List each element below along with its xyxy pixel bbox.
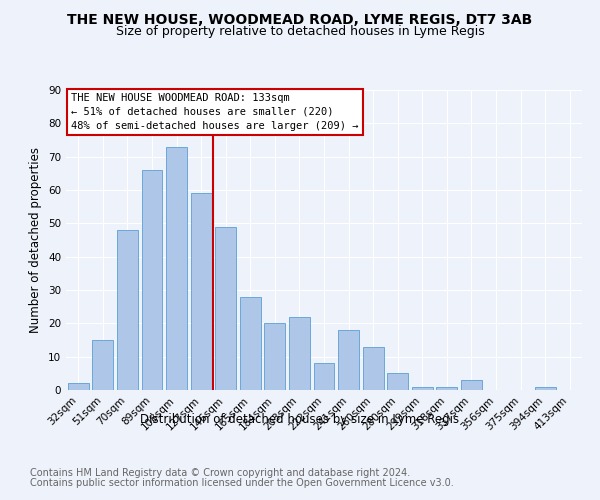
Bar xyxy=(436,386,457,390)
Bar xyxy=(215,226,236,390)
Bar xyxy=(166,146,187,390)
Y-axis label: Number of detached properties: Number of detached properties xyxy=(29,147,43,333)
Text: THE NEW HOUSE WOODMEAD ROAD: 133sqm
← 51% of detached houses are smaller (220)
4: THE NEW HOUSE WOODMEAD ROAD: 133sqm ← 51… xyxy=(71,93,359,131)
Bar xyxy=(314,364,334,390)
Bar xyxy=(265,324,286,390)
Text: THE NEW HOUSE, WOODMEAD ROAD, LYME REGIS, DT7 3AB: THE NEW HOUSE, WOODMEAD ROAD, LYME REGIS… xyxy=(67,12,533,26)
Text: Distribution of detached houses by size in Lyme Regis: Distribution of detached houses by size … xyxy=(140,412,460,426)
Bar xyxy=(461,380,482,390)
Bar xyxy=(412,386,433,390)
Bar xyxy=(117,230,138,390)
Text: Size of property relative to detached houses in Lyme Regis: Size of property relative to detached ho… xyxy=(116,25,484,38)
Bar xyxy=(289,316,310,390)
Text: Contains HM Land Registry data © Crown copyright and database right 2024.: Contains HM Land Registry data © Crown c… xyxy=(30,468,410,477)
Bar xyxy=(387,374,408,390)
Bar xyxy=(338,330,359,390)
Text: Contains public sector information licensed under the Open Government Licence v3: Contains public sector information licen… xyxy=(30,478,454,488)
Bar xyxy=(535,386,556,390)
Bar xyxy=(362,346,383,390)
Bar xyxy=(240,296,261,390)
Bar xyxy=(68,384,89,390)
Bar xyxy=(191,194,212,390)
Bar xyxy=(142,170,163,390)
Bar xyxy=(92,340,113,390)
